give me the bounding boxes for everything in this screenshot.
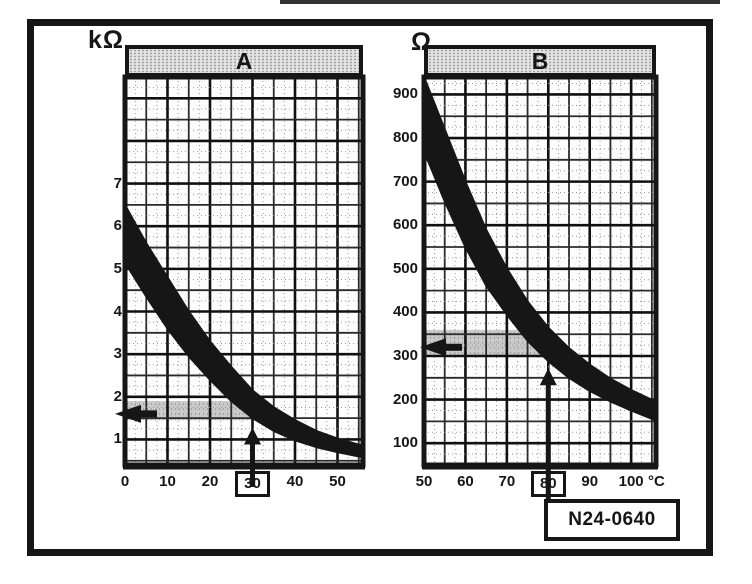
chart-b-x-marked-tick-label: 80	[522, 471, 574, 499]
chart-b-x-tick-label: 50	[415, 473, 433, 490]
chart-a-title-band: A	[125, 45, 363, 77]
scan-artifact	[280, 0, 720, 4]
chart-b-y-tick-label: 800	[392, 129, 418, 147]
figure-frame: N24-0640 kΩ A 1 2 3 4 5 6 7 0 10 20 30 40 50 Ω B 100 200 30…	[27, 19, 713, 556]
chart-b-x-tick-label: 60	[457, 473, 474, 490]
chart-b-plot	[420, 74, 659, 501]
chart-b-x-tick-label: 70	[498, 473, 516, 490]
chart-a-y-tick-label: 3	[113, 345, 122, 363]
chart-a-title: A	[235, 47, 253, 74]
pointer-arrow-left	[420, 338, 462, 357]
chart-b-y-tick-label: 900	[392, 85, 418, 103]
chart-a-y-tick-label: 1	[113, 430, 122, 448]
chart-a-x-marked-tick-label: 30	[227, 471, 279, 499]
chart-b-y-tick-label: 400	[392, 303, 418, 321]
chart-a-x-tick-label: 0	[120, 473, 130, 490]
marked-tick-box: 30	[235, 471, 270, 497]
chart-b-title: B	[531, 47, 549, 74]
figure-reference-label: N24-0640	[568, 509, 656, 530]
figure-reference-badge: N24-0640	[544, 499, 680, 541]
chart-a-y-tick-label: 5	[113, 259, 122, 277]
chart-a-x-tick-label: 10	[159, 473, 176, 490]
marked-tick-box: 80	[530, 471, 566, 497]
chart-b-y-tick-label: 600	[392, 216, 418, 234]
chart-b-y-tick-label: 700	[392, 172, 418, 190]
pointer-arrow-left	[115, 404, 157, 423]
chart-b-x-tick-label: 100	[618, 473, 644, 490]
chart-a-plot	[115, 74, 366, 487]
chart-a-x-tick-label: 20	[201, 473, 219, 490]
chart-a-y-unit-label: kΩ	[88, 26, 124, 54]
chart-a-x-tick-label: 50	[329, 473, 346, 490]
chart-a-x-tick-label: 40	[286, 473, 304, 490]
chart-b-x-tick-label: 90	[581, 473, 599, 490]
chart-a-y-tick-label: 4	[113, 302, 122, 320]
x-axis-unit-label: °C	[648, 473, 665, 490]
chart-a-y-tick-label: 2	[113, 387, 122, 405]
chart-b-y-tick-label: 300	[392, 347, 418, 364]
pointer-arrow-up	[539, 368, 557, 501]
chart-b-y-tick-label: 100	[392, 434, 418, 452]
chart-b-title-band: B	[424, 45, 656, 77]
chart-b-y-tick-label: 200	[392, 390, 418, 408]
chart-b-y-tick-label: 500	[392, 259, 418, 277]
chart-a-y-tick-label: 7	[113, 174, 122, 192]
chart-a-y-tick-label: 6	[113, 217, 122, 235]
